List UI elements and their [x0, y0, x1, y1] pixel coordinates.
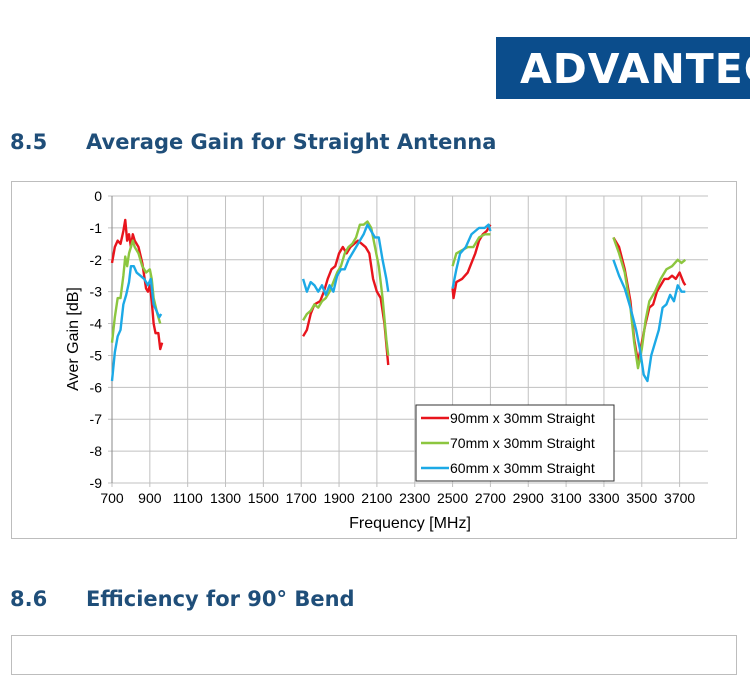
x-tick-label: 2300 — [399, 490, 430, 506]
x-tick-label: 2500 — [437, 490, 468, 506]
series-line-60mm — [301, 223, 390, 297]
y-tick-label: -7 — [90, 411, 103, 427]
x-tick-label: 2100 — [361, 490, 392, 506]
series-line-60mm — [110, 264, 163, 382]
y-tick-label: -8 — [90, 443, 103, 459]
x-tick-label: 1500 — [248, 490, 279, 506]
series-line-70mm — [612, 237, 687, 370]
x-axis-label: Frequency [MHz] — [349, 515, 471, 532]
y-tick-label: 0 — [94, 188, 102, 204]
legend-label: 60mm x 30mm Straight — [450, 460, 595, 476]
x-tick-label: 900 — [138, 490, 162, 506]
y-tick-label: -3 — [90, 284, 103, 300]
y-tick-label: -5 — [90, 347, 103, 363]
series-line-90mm — [110, 218, 164, 351]
x-tick-label: 2900 — [513, 490, 544, 506]
y-axis-label: Aver Gain [dB] — [65, 287, 82, 391]
series-line-60mm — [451, 223, 492, 289]
section-title: Average Gain for Straight Antenna — [86, 130, 497, 154]
section-number: 8.5 — [10, 130, 48, 154]
legend-label: 70mm x 30mm Straight — [450, 435, 595, 451]
x-tick-label: 1900 — [323, 490, 354, 506]
series-line-60mm — [612, 259, 686, 383]
series-line-90mm — [451, 224, 492, 300]
gain-chart: 0 -1 -2 -3 -4 -5 -6 -7 -8 -9 700 900 1100 1300 1500 170… — [11, 181, 737, 539]
y-tick-label: -1 — [90, 220, 103, 236]
section-heading-8-5: 8.5 Average Gain for Straight Antenna — [10, 130, 496, 154]
series-line-90mm — [302, 239, 390, 366]
section-number: 8.6 — [10, 587, 48, 611]
x-tick-label: 1700 — [286, 490, 317, 506]
series-line-70mm — [302, 220, 390, 356]
legend-label: 90mm x 30mm Straight — [450, 410, 595, 426]
x-tick-label: 3500 — [626, 490, 657, 506]
section-title: Efficiency for 90° Bend — [86, 587, 355, 611]
y-tick-label: -6 — [90, 379, 103, 395]
logo-text: ADVANTECH — [520, 45, 750, 93]
x-tick-label: 700 — [100, 490, 124, 506]
x-tick-label: 3100 — [551, 490, 582, 506]
section-heading-8-6: 8.6 Efficiency for 90° Bend — [10, 587, 355, 611]
y-tick-label: -9 — [90, 475, 103, 491]
x-tick-label: 3300 — [588, 490, 619, 506]
advantech-logo: ADVANTECH — [496, 37, 750, 99]
legend: 90mm x 30mm Straight 70mm x 30mm Straight… — [415, 404, 615, 482]
x-tick-label: 1100 — [173, 490, 203, 506]
y-tick-label: -4 — [90, 316, 103, 332]
x-tick-label: 3700 — [664, 490, 695, 506]
x-tick-label: 1300 — [210, 490, 241, 506]
efficiency-chart-frame — [11, 635, 737, 675]
y-tick-label: -2 — [90, 252, 103, 268]
x-tick-label: 2700 — [475, 490, 506, 506]
series-line-70mm — [451, 233, 491, 267]
